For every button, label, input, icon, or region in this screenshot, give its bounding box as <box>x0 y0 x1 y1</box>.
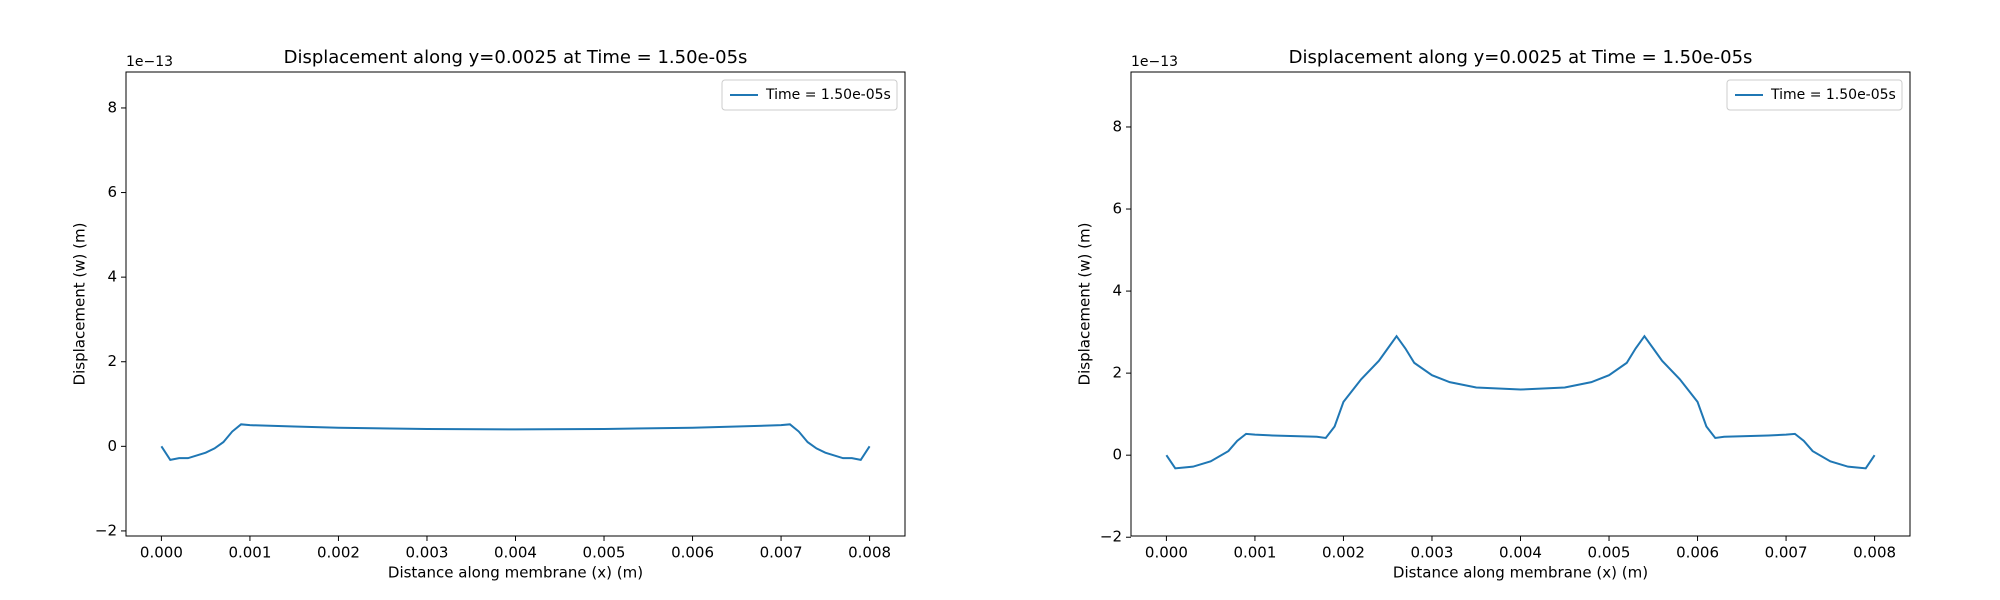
data-line <box>1165 334 1876 470</box>
x-tick-label: 0.001 <box>1233 544 1276 562</box>
x-tick-label: 0.003 <box>1411 544 1454 562</box>
x-tick-label: 0.008 <box>848 544 891 562</box>
y-tick-label: 4 <box>1112 282 1122 300</box>
x-tick-label: 0.004 <box>1499 544 1542 562</box>
legend-label: Time = 1.50e-05s <box>1770 87 1896 103</box>
y-tick-label: 4 <box>107 268 117 286</box>
x-tick-label: 0.005 <box>1588 544 1631 562</box>
y-tick-label: −2 <box>1100 528 1122 546</box>
axes-frame <box>125 71 906 537</box>
x-tick-label: 0.004 <box>494 544 537 562</box>
legend-box <box>1726 79 1903 111</box>
x-tick-label: 0.006 <box>671 544 714 562</box>
y-tick-label: 6 <box>107 183 117 201</box>
data-line <box>160 423 871 461</box>
legend-box <box>721 79 898 111</box>
chart-title: Displacement along y=0.0025 at Time = 1.… <box>284 47 748 68</box>
x-tick-label: 0.008 <box>1853 544 1896 562</box>
y-tick-label: 6 <box>1112 200 1122 218</box>
x-tick-label: 0.005 <box>583 544 626 562</box>
y-tick-label: −2 <box>95 521 117 539</box>
x-axis-label: Distance along membrane (x) (m) <box>388 564 643 582</box>
y-tick-label: 8 <box>107 98 117 116</box>
x-tick-label: 0.000 <box>140 544 183 562</box>
y-tick-label: 2 <box>1112 364 1122 382</box>
y-tick-label: 8 <box>1112 117 1122 135</box>
y-tick-label: 0 <box>107 437 117 455</box>
chart-title: Displacement along y=0.0025 at Time = 1.… <box>1289 47 1753 68</box>
x-tick-label: 0.002 <box>317 544 360 562</box>
legend-label: Time = 1.50e-05s <box>765 87 891 103</box>
x-tick-label: 0.003 <box>406 544 449 562</box>
x-tick-label: 0.002 <box>1322 544 1365 562</box>
axes-frame <box>1130 71 1911 537</box>
y-tick-label: 0 <box>1112 446 1122 464</box>
y-axis-label: Displacement (w) (m) <box>1076 223 1094 386</box>
y-axis-label: Displacement (w) (m) <box>71 223 89 386</box>
x-tick-label: 0.007 <box>1765 544 1808 562</box>
x-tick-label: 0.006 <box>1676 544 1719 562</box>
x-tick-label: 0.001 <box>228 544 271 562</box>
x-tick-label: 0.007 <box>760 544 803 562</box>
x-axis-label: Distance along membrane (x) (m) <box>1393 564 1648 582</box>
offset-label: 1e−13 <box>126 54 173 70</box>
y-tick-label: 2 <box>107 352 117 370</box>
offset-label: 1e−13 <box>1131 54 1178 70</box>
x-tick-label: 0.000 <box>1145 544 1188 562</box>
